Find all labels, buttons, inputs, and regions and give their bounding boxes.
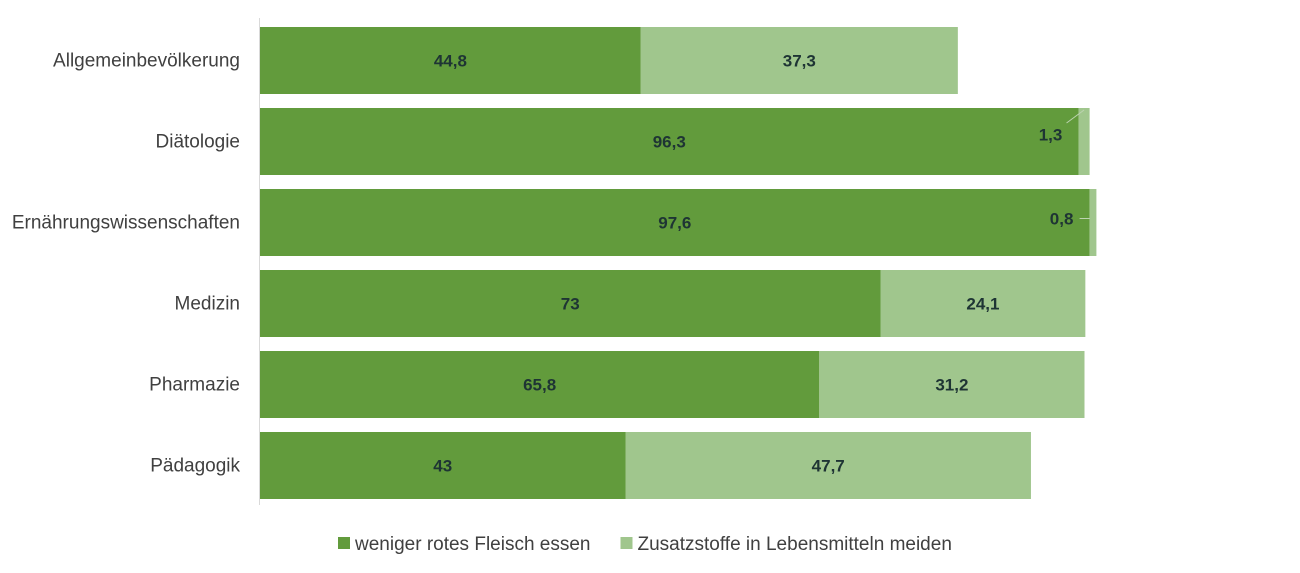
bar-segment [260,270,881,337]
data-label: 43 [433,457,452,476]
bar-segment [880,270,1086,337]
category-label: Diätologie [156,132,241,153]
bar-segment [819,351,1085,418]
data-label: 97,6 [658,214,691,233]
category-label: Pädagogik [150,456,240,477]
bar-segment [260,108,1079,175]
data-label: 47,7 [812,457,845,476]
category-label: Ernährungswissenschaften [12,213,240,234]
category-label: Medizin [175,294,240,315]
data-label: 31,2 [935,376,968,395]
bar-segment [1089,189,1097,256]
bar-segment [260,351,820,418]
bar-segment [260,27,641,94]
data-label: 1,3 [1039,126,1063,145]
category-label: Allgemeinbevölkerung [53,51,240,72]
data-label: 24,1 [966,295,999,314]
data-label: 73 [561,295,580,314]
data-label: 0,8 [1050,210,1074,229]
legend-label: Zusatzstoffe in Lebensmitteln meiden [638,534,952,555]
legend-swatch [338,537,350,549]
bar-segment [260,189,1090,256]
data-label: 96,3 [653,133,686,152]
category-label: Pharmazie [149,375,240,396]
bar-segment [640,27,958,94]
leader-line [1066,109,1085,124]
bar-segment [1078,108,1090,175]
bar-segment [625,432,1031,499]
data-label: 65,8 [523,376,556,395]
bar-segment [260,432,626,499]
legend-swatch [620,537,633,549]
data-label: 37,3 [783,52,816,71]
data-label: 44,8 [434,52,467,71]
legend-label: weniger rotes Fleisch essen [354,534,591,555]
